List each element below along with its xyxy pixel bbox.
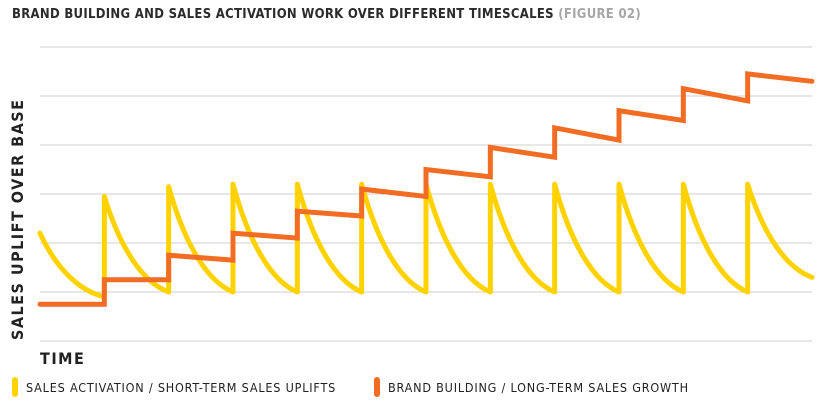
- legend-swatch-sales-activation: [12, 377, 18, 397]
- legend-item-brand-building: BRAND BUILDING / LONG-TERM SALES GROWTH: [374, 376, 689, 398]
- brand-building-line: [37, 71, 815, 307]
- chart-title: BRAND BUILDING AND SALES ACTIVATION WORK…: [12, 7, 641, 22]
- chart-title-text: BRAND BUILDING AND SALES ACTIVATION WORK…: [12, 7, 554, 22]
- legend-label-brand-building: BRAND BUILDING / LONG-TERM SALES GROWTH: [388, 379, 689, 395]
- x-axis-label: TIME: [40, 349, 86, 368]
- figure-label: (FIGURE 02): [558, 7, 641, 22]
- legend-swatch-brand-building: [374, 377, 380, 397]
- y-axis-label: SALES UPLIFT OVER BASE: [8, 98, 27, 341]
- legend-label-sales-activation: SALES ACTIVATION / SHORT-TERM SALES UPLI…: [26, 379, 337, 395]
- legend-item-sales-activation: SALES ACTIVATION / SHORT-TERM SALES UPLI…: [12, 376, 336, 398]
